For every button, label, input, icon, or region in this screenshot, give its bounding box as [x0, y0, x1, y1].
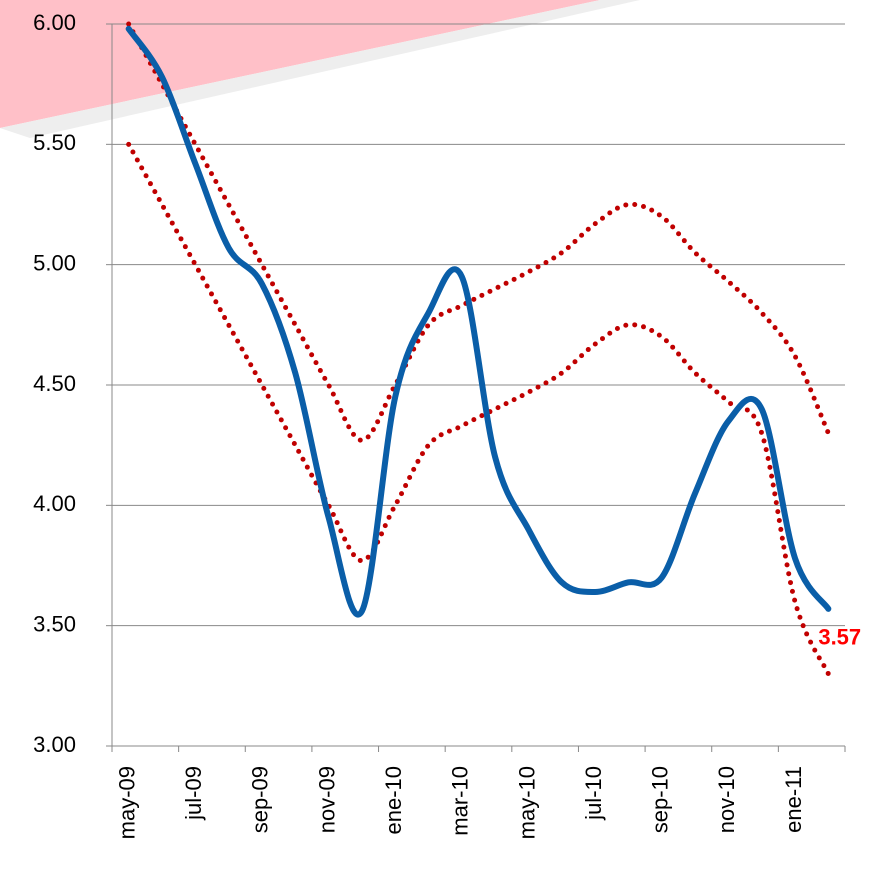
x-tick-label: ene-10: [381, 766, 406, 835]
y-tick-label: 4.50: [33, 371, 76, 396]
x-tick-label: nov-09: [314, 766, 339, 833]
series-line: [126, 21, 831, 443]
series-line: [125, 25, 832, 618]
data-label: 3.57: [818, 625, 861, 650]
x-tick-label: sep-09: [248, 766, 273, 833]
y-tick-label: 5.00: [33, 250, 76, 275]
x-tick-label: jul-10: [581, 766, 606, 821]
series-line: [126, 141, 831, 677]
y-tick-label: 4.00: [33, 491, 76, 516]
x-tick-label: sep-10: [648, 766, 673, 833]
banner-shadow: [0, 0, 640, 138]
x-tick-label: jul-09: [181, 766, 206, 821]
x-tick-label: nov-10: [714, 766, 739, 833]
x-tick-label: may-09: [114, 766, 139, 839]
y-tick-label: 3.00: [33, 732, 76, 757]
y-tick-label: 3.50: [33, 611, 76, 636]
y-tick-label: 5.50: [33, 130, 76, 155]
x-tick-label: may-10: [514, 766, 539, 839]
x-tick-label: mar-10: [448, 766, 473, 836]
y-tick-label: 6.00: [33, 10, 76, 35]
x-tick-label: ene-11: [781, 766, 806, 833]
